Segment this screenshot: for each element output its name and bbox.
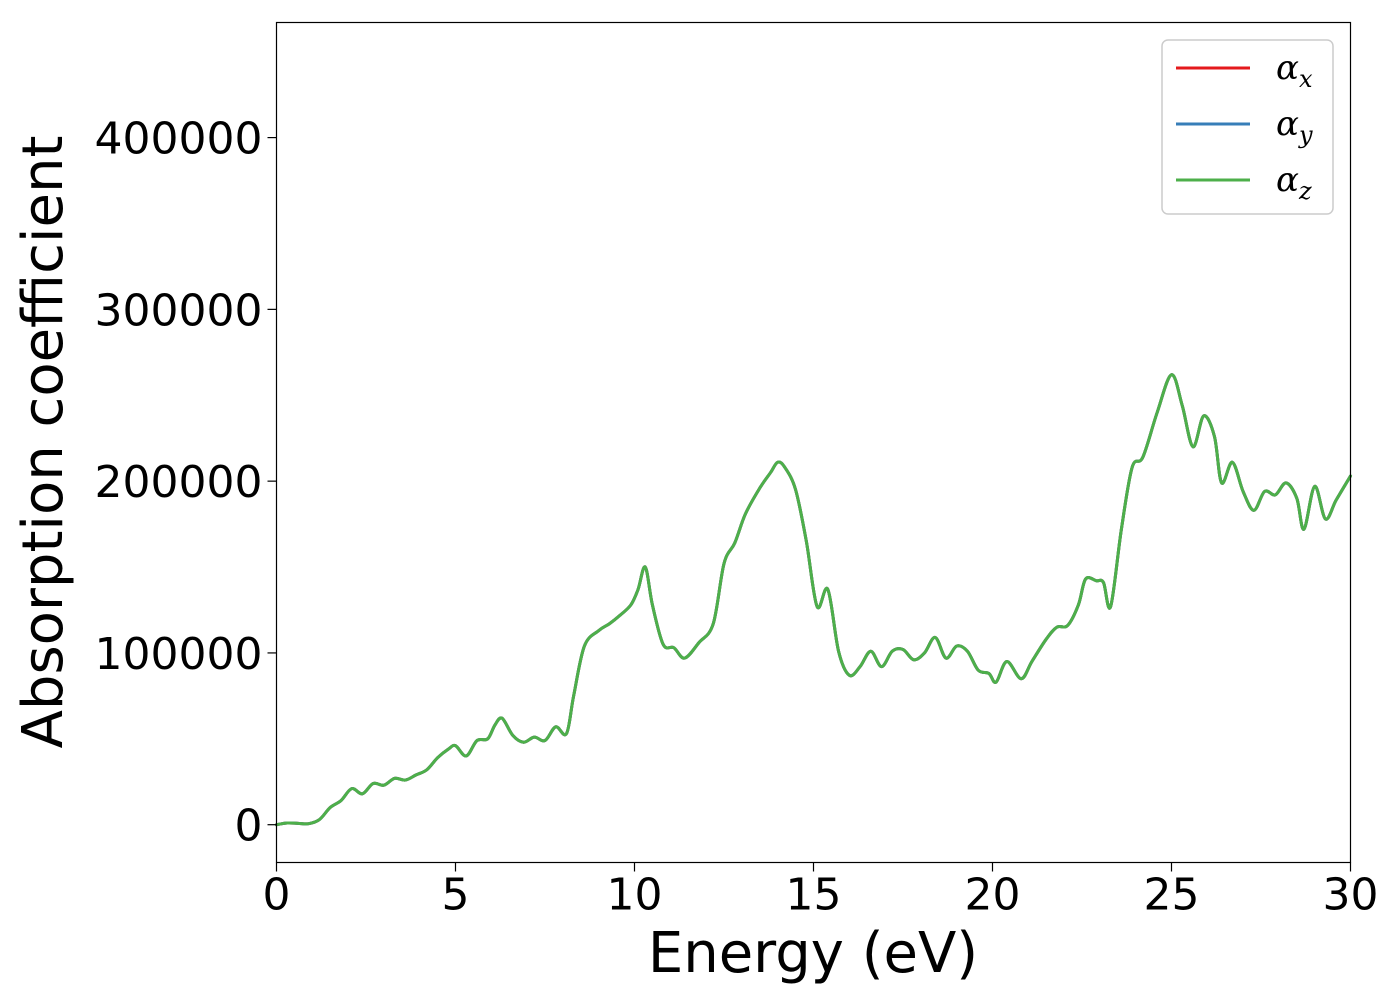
x-tick-label: 25	[1144, 870, 1200, 921]
y-axis: 0 100000 200000 300000 400000	[95, 114, 277, 852]
legend-label-x: αx	[1276, 48, 1313, 93]
y-tick-label: 0	[235, 801, 263, 852]
y-tick-label: 200000	[95, 457, 263, 508]
y-tick-label: 100000	[95, 629, 263, 680]
series-layer	[275, 373, 1352, 827]
legend-box	[1161, 39, 1334, 215]
y-tick-label: 300000	[95, 285, 263, 336]
legend-label-z: αz	[1276, 160, 1312, 205]
x-tick-label: 10	[607, 870, 663, 921]
y-axis-title: Absorption coefficient	[11, 136, 76, 749]
legend-label-y: αy	[1276, 104, 1313, 149]
x-axis: 0 5 10 15 20 25 30	[263, 862, 1379, 921]
x-tick-label: 15	[786, 870, 842, 921]
series-line-z	[275, 373, 1352, 827]
x-axis-title: Energy (eV)	[648, 921, 978, 986]
legend-items: αx αy αz	[1176, 48, 1313, 205]
x-tick-label: 0	[263, 870, 291, 921]
legend: αx αy αz	[1161, 39, 1334, 215]
x-tick-label: 20	[965, 870, 1021, 921]
y-tick-label: 400000	[95, 114, 263, 165]
x-tick-label: 30	[1323, 870, 1379, 921]
x-tick-label: 5	[442, 870, 470, 921]
